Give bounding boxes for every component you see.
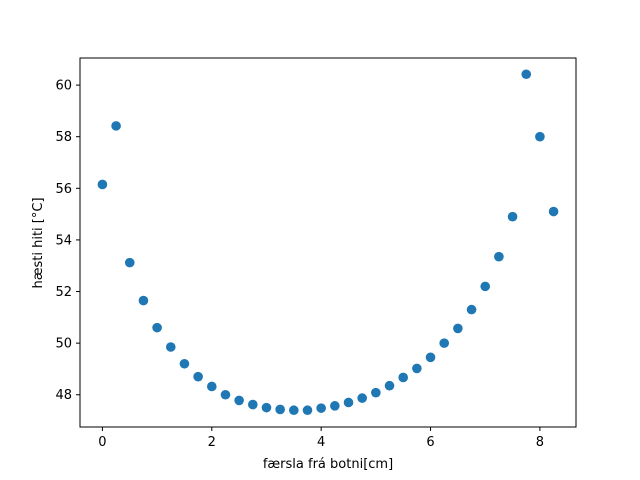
data-point	[206, 381, 217, 392]
plot-area	[80, 58, 576, 427]
x-tick-label: 0	[98, 435, 106, 450]
data-point	[261, 402, 272, 413]
data-point	[343, 397, 354, 408]
data-point	[357, 393, 367, 403]
data-point	[289, 405, 299, 416]
y-tick-label: 48	[55, 388, 72, 403]
x-tick-label: 6	[426, 435, 434, 450]
ticks-layer: 0 2 4 6 8 48 50 52 54 56 58 60	[55, 79, 544, 450]
data-point	[138, 295, 149, 306]
data-point	[548, 206, 559, 217]
x-tick-label: 4	[317, 435, 325, 450]
data-point	[330, 401, 340, 411]
data-point	[248, 399, 258, 410]
data-point	[521, 69, 532, 80]
y-axis-label: hæsti hiti [°C]	[31, 197, 46, 288]
data-point	[193, 371, 203, 382]
y-tick-label: 52	[55, 285, 72, 300]
data-point	[507, 211, 518, 222]
data-point	[535, 131, 545, 142]
y-tick-label: 56	[55, 182, 72, 197]
points-layer	[97, 69, 559, 416]
x-tick-label: 2	[208, 435, 216, 450]
data-point	[234, 395, 244, 406]
data-point	[384, 380, 395, 391]
plot-frame	[79, 57, 577, 428]
data-point	[97, 179, 108, 190]
data-point	[124, 257, 135, 268]
data-point	[480, 281, 491, 292]
data-point	[165, 342, 176, 352]
data-point	[412, 363, 422, 374]
data-point	[152, 322, 162, 333]
data-point	[453, 323, 463, 334]
y-tick-label: 54	[55, 233, 72, 248]
x-tick-label: 8	[536, 435, 544, 450]
x-axis-label: færsla frá botni[cm]	[263, 457, 393, 472]
data-point	[371, 387, 381, 398]
data-point	[111, 121, 121, 131]
y-tick-label: 60	[55, 79, 72, 94]
y-tick-label: 58	[55, 130, 72, 145]
data-point	[494, 251, 504, 262]
data-point	[439, 338, 450, 348]
data-point	[398, 372, 408, 383]
data-point	[179, 358, 190, 369]
data-point	[302, 405, 313, 416]
y-tick-label: 50	[55, 337, 72, 352]
data-point	[425, 352, 436, 363]
data-point	[220, 389, 231, 400]
data-point	[466, 304, 477, 315]
data-point	[275, 404, 285, 415]
data-point	[316, 403, 326, 413]
